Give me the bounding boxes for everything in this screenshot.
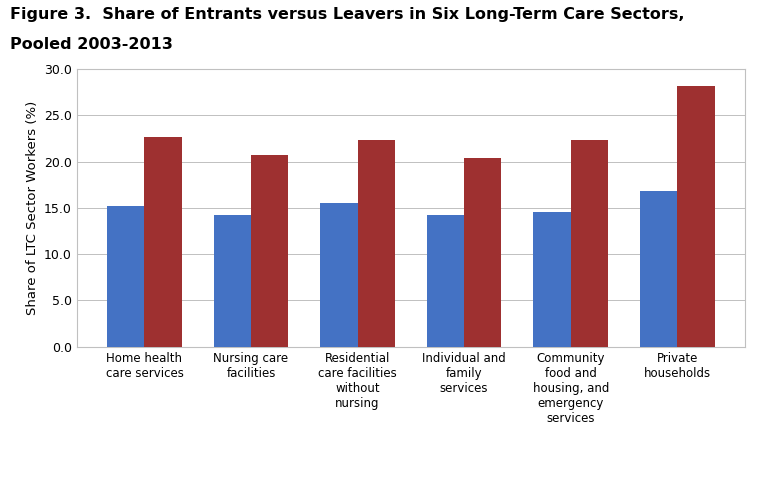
- Bar: [427, 215, 464, 346]
- Bar: [108, 206, 144, 346]
- Bar: [251, 155, 288, 346]
- Text: Pooled 2003-2013: Pooled 2003-2013: [10, 37, 173, 52]
- Bar: [534, 211, 571, 346]
- Bar: [677, 86, 714, 346]
- Bar: [358, 141, 395, 346]
- Bar: [320, 203, 358, 346]
- Bar: [640, 191, 677, 346]
- Bar: [464, 158, 502, 346]
- Bar: [571, 140, 608, 346]
- Y-axis label: Share of LTC Sector Workers (%): Share of LTC Sector Workers (%): [25, 101, 38, 315]
- Bar: [214, 215, 251, 346]
- Text: Figure 3.  Share of Entrants versus Leavers in Six Long-Term Care Sectors,: Figure 3. Share of Entrants versus Leave…: [10, 7, 684, 22]
- Bar: [144, 137, 182, 346]
